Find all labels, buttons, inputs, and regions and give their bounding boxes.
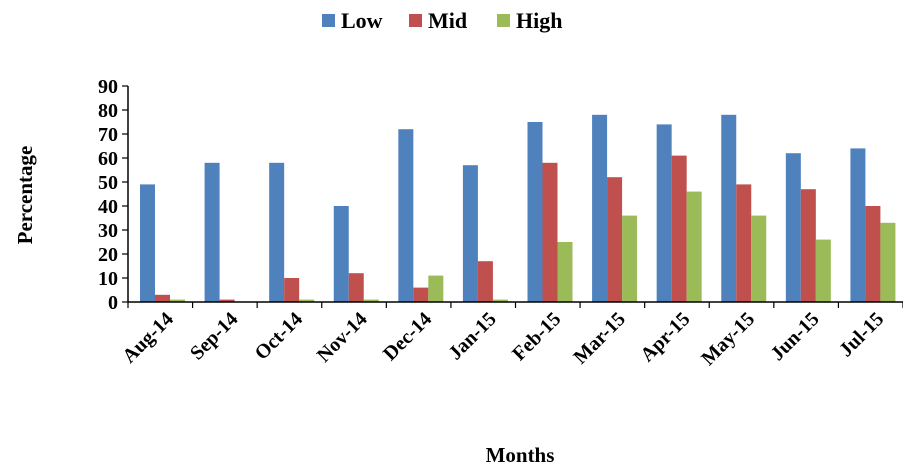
chart-legend: Low Mid High xyxy=(322,8,562,33)
bar-high-nov-14 xyxy=(363,299,379,302)
bar-low-jul-15 xyxy=(850,148,866,302)
y-tick-label: 10 xyxy=(98,268,118,290)
x-axis-title: Months xyxy=(486,443,555,467)
bar-low-feb-15 xyxy=(527,122,543,302)
bars xyxy=(140,114,896,303)
y-tick-label: 50 xyxy=(98,172,118,194)
y-axis-title: Percentage xyxy=(13,146,37,245)
x-tick-label: Dec-14 xyxy=(379,308,436,365)
bar-low-oct-14 xyxy=(269,162,285,302)
bar-low-aug-14 xyxy=(140,184,155,302)
y-tick-label: 20 xyxy=(98,244,118,266)
bar-mid-aug-14 xyxy=(155,294,170,302)
bar-high-may-15 xyxy=(751,215,767,302)
x-tick-label: Apr-15 xyxy=(636,308,694,366)
bar-high-dec-14 xyxy=(428,275,444,302)
bar-high-jan-15 xyxy=(492,299,508,302)
y-tick-label: 70 xyxy=(98,124,118,146)
bar-low-apr-15 xyxy=(656,124,672,303)
y-tick-label: 0 xyxy=(108,292,118,314)
bar-mid-jun-15 xyxy=(800,189,816,302)
bar-mid-apr-15 xyxy=(671,155,687,302)
bar-mid-jul-15 xyxy=(865,206,881,302)
bar-low-mar-15 xyxy=(592,114,608,302)
bar-low-dec-14 xyxy=(398,129,414,302)
bar-mid-dec-14 xyxy=(413,287,429,302)
bar-low-may-15 xyxy=(721,114,737,302)
bar-mid-jan-15 xyxy=(477,261,493,302)
x-tick-label: Oct-14 xyxy=(251,308,307,364)
y-tick-label: 40 xyxy=(98,196,118,218)
legend-swatch-low xyxy=(322,14,335,27)
x-tick-label: Nov-14 xyxy=(313,308,372,367)
bar-low-jan-15 xyxy=(462,165,478,302)
bar-high-jul-15 xyxy=(880,222,896,302)
x-tick-label: Jul-15 xyxy=(835,308,888,361)
bar-high-feb-15 xyxy=(557,242,573,302)
bar-mid-may-15 xyxy=(736,184,752,302)
y-tick-label: 30 xyxy=(98,220,118,242)
x-tick-label: Sep-14 xyxy=(186,308,242,364)
x-tick-label: Feb-15 xyxy=(508,308,565,365)
x-tick-label: Mar-15 xyxy=(569,308,630,369)
bar-high-aug-14 xyxy=(170,299,185,302)
x-tick-label: Jan-15 xyxy=(444,308,500,364)
bar-high-apr-15 xyxy=(686,191,702,302)
bar-mid-mar-15 xyxy=(607,177,623,302)
legend-swatch-high xyxy=(497,14,510,27)
bar-high-oct-14 xyxy=(299,299,315,302)
y-tick-label: 80 xyxy=(98,100,118,122)
legend-label-low: Low xyxy=(341,8,383,33)
y-tick-label: 90 xyxy=(98,76,118,98)
legend-label-high: High xyxy=(516,8,562,33)
bar-mid-sep-14 xyxy=(219,299,235,302)
bar-mid-nov-14 xyxy=(348,273,364,302)
bar-high-jun-15 xyxy=(815,239,831,302)
bar-mid-oct-14 xyxy=(284,278,300,302)
x-tick-label: May-15 xyxy=(697,308,759,370)
bar-high-mar-15 xyxy=(622,215,638,302)
x-tick-label: Jun-15 xyxy=(766,308,823,365)
legend-swatch-mid xyxy=(409,14,422,27)
x-tick-label: Aug-14 xyxy=(118,308,178,368)
bar-low-jun-15 xyxy=(785,153,801,302)
legend-label-mid: Mid xyxy=(428,8,467,33)
bar-low-nov-14 xyxy=(333,206,349,302)
y-tick-label: 60 xyxy=(98,148,118,170)
x-axis-ticks: Aug-14 Sep-14 Oct-14 Nov-14 Dec-14 Jan-15 Feb-… xyxy=(118,302,903,370)
bar-mid-feb-15 xyxy=(542,162,558,302)
bar-low-sep-14 xyxy=(204,162,220,302)
